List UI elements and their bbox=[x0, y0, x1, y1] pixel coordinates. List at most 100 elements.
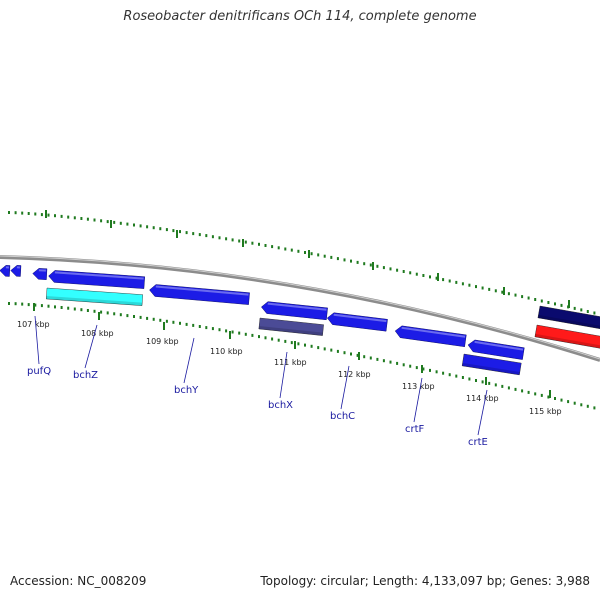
minor-tick bbox=[126, 222, 129, 226]
gene-label-bchX[interactable]: bchX bbox=[268, 400, 293, 411]
minor-tick bbox=[527, 390, 530, 394]
minor-tick bbox=[409, 271, 412, 275]
major-tick-upper bbox=[437, 273, 439, 281]
major-tick-lower bbox=[294, 341, 296, 349]
genome-backbone bbox=[0, 255, 600, 362]
gene-cyan[interactable] bbox=[46, 287, 143, 306]
minor-tick bbox=[540, 299, 543, 303]
gene-crtF[interactable] bbox=[394, 325, 467, 347]
minor-tick bbox=[8, 211, 10, 214]
minor-tick bbox=[185, 322, 188, 326]
minor-tick bbox=[297, 249, 300, 253]
minor-tick bbox=[106, 311, 109, 315]
gene-pufQ[interactable] bbox=[32, 268, 48, 280]
gene-bchC[interactable] bbox=[326, 312, 388, 332]
minor-tick bbox=[40, 213, 43, 217]
minor-tick bbox=[67, 215, 70, 219]
gene-label-crtE[interactable]: crtE bbox=[468, 437, 488, 448]
minor-tick bbox=[580, 403, 583, 407]
minor-tick bbox=[21, 302, 24, 306]
gene-arrow[interactable] bbox=[10, 265, 22, 277]
minor-tick bbox=[198, 233, 201, 237]
gene-labels[interactable]: pufQ bchZ bchY bchX bchC crtF crtE bbox=[27, 315, 488, 448]
minor-tick bbox=[14, 211, 17, 215]
minor-tick bbox=[514, 387, 517, 391]
minor-tick bbox=[34, 212, 37, 216]
minor-tick bbox=[514, 293, 517, 297]
minor-tick bbox=[133, 223, 135, 227]
gene-label-bchY[interactable]: bchY bbox=[174, 385, 199, 396]
minor-tick bbox=[330, 255, 333, 259]
kbp-label: 108 kbp bbox=[81, 329, 114, 338]
major-tick-upper bbox=[503, 287, 505, 295]
minor-tick bbox=[34, 303, 37, 307]
minor-tick bbox=[402, 363, 405, 367]
minor-tick bbox=[297, 342, 300, 346]
gene-arrow[interactable] bbox=[0, 265, 11, 277]
minor-tick bbox=[238, 331, 241, 335]
gene-navy[interactable] bbox=[537, 305, 600, 331]
gene-red[interactable] bbox=[534, 324, 600, 350]
minor-tick bbox=[100, 219, 103, 223]
minor-tick bbox=[527, 296, 530, 300]
minor-tick bbox=[356, 353, 359, 357]
kbp-label: 109 kbp bbox=[146, 337, 179, 346]
gene-bchX[interactable] bbox=[261, 301, 328, 321]
minor-tick bbox=[415, 272, 418, 276]
minor-tick bbox=[461, 376, 464, 379]
minor-tick bbox=[501, 384, 504, 388]
gene-leader-line bbox=[84, 324, 98, 369]
major-tick-lower bbox=[98, 312, 100, 320]
gene-label-crtF[interactable]: crtF bbox=[405, 424, 425, 435]
minor-tick bbox=[560, 398, 563, 402]
minor-tick bbox=[389, 360, 392, 364]
minor-tick bbox=[468, 283, 471, 287]
minor-tick bbox=[225, 237, 228, 241]
minor-tick bbox=[488, 287, 491, 291]
minor-tick bbox=[225, 329, 228, 333]
gene-bchY[interactable] bbox=[149, 284, 250, 305]
gene-label-bchC[interactable]: bchC bbox=[330, 411, 355, 422]
minor-tick bbox=[192, 323, 195, 327]
gene-label-bchZ[interactable]: bchZ bbox=[73, 370, 98, 381]
minor-tick bbox=[382, 359, 385, 363]
minor-tick bbox=[244, 332, 247, 336]
minor-tick bbox=[461, 282, 464, 286]
minor-tick bbox=[540, 393, 543, 397]
minor-tick bbox=[336, 349, 339, 353]
major-tick-upper bbox=[308, 250, 310, 258]
minor-tick bbox=[350, 352, 352, 356]
gene-leader-line bbox=[413, 377, 423, 423]
minor-tick bbox=[396, 361, 399, 365]
minor-tick bbox=[251, 241, 254, 245]
minor-tick bbox=[435, 370, 438, 374]
gene-label-pufQ[interactable]: pufQ bbox=[27, 366, 51, 377]
gene-bchZ[interactable] bbox=[48, 270, 145, 289]
minor-tick bbox=[231, 238, 234, 242]
minor-tick bbox=[47, 304, 50, 308]
major-tick-upper bbox=[568, 300, 570, 308]
minor-tick bbox=[488, 381, 491, 385]
minor-tick bbox=[376, 264, 379, 268]
major-tick-lower bbox=[33, 303, 35, 311]
minor-tick bbox=[494, 289, 497, 293]
minor-tick bbox=[369, 263, 372, 267]
minor-tick bbox=[415, 366, 418, 370]
minor-tick bbox=[73, 307, 76, 311]
minor-tick bbox=[304, 251, 306, 254]
minor-tick bbox=[422, 367, 425, 371]
gene-crtE[interactable] bbox=[467, 339, 525, 360]
minor-tick bbox=[336, 257, 339, 261]
minor-tick bbox=[271, 337, 274, 341]
minor-tick bbox=[21, 211, 24, 215]
minor-tick bbox=[396, 268, 399, 272]
minor-tick bbox=[146, 225, 149, 229]
minor-tick bbox=[330, 348, 333, 352]
minor-tick bbox=[310, 252, 313, 256]
gene-blue-lower[interactable] bbox=[461, 353, 522, 376]
minor-tick bbox=[60, 214, 63, 218]
gene-slate[interactable] bbox=[258, 317, 324, 336]
minor-tick bbox=[205, 326, 208, 330]
gene-track[interactable] bbox=[0, 265, 600, 376]
